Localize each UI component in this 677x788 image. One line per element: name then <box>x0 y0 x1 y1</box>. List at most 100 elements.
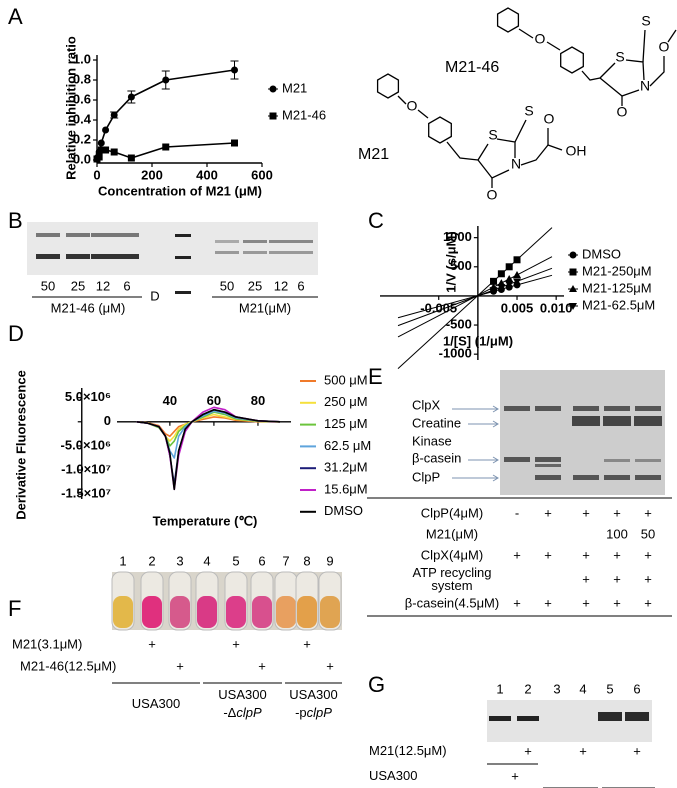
atom: S <box>615 49 624 65</box>
lane-label: 4 <box>579 681 586 696</box>
label-part: -Δ <box>223 705 236 720</box>
label-part: clpP <box>236 705 262 720</box>
x-tick-label: 0 <box>93 167 100 182</box>
bond <box>547 144 563 151</box>
legend-label: 125 μM <box>324 416 368 431</box>
point <box>513 278 522 286</box>
band <box>535 464 561 467</box>
label-part: USA300 <box>218 687 266 702</box>
band <box>535 457 561 462</box>
cell: + <box>644 547 652 562</box>
label-part: M21(12.5μM) <box>369 743 447 758</box>
point <box>513 256 521 264</box>
band <box>598 712 622 721</box>
band <box>115 254 139 259</box>
band-label: Kinase <box>412 433 452 448</box>
ring <box>496 7 520 33</box>
tube-liquid <box>320 596 340 628</box>
band <box>517 716 539 721</box>
panel-label: G <box>368 672 385 697</box>
lane-label: 3 <box>176 553 183 568</box>
cell: 100 <box>606 526 628 541</box>
lane-label: 12 <box>274 278 288 293</box>
band <box>243 240 267 243</box>
band <box>489 716 511 721</box>
tube-liquid <box>276 596 296 628</box>
compound-name: M21-46 <box>445 59 499 76</box>
bond <box>599 62 616 79</box>
legend-marker <box>569 285 577 292</box>
cell: + <box>513 547 521 562</box>
cell: + <box>303 636 311 651</box>
legend-marker <box>569 268 577 276</box>
band-label: Creatine <box>412 415 461 430</box>
panel-label: F <box>8 596 21 621</box>
band <box>115 233 139 237</box>
x-tick-label: 40 <box>163 393 177 408</box>
atom: O <box>617 104 628 120</box>
y-axis-label: Derivative Fluorescence <box>13 370 28 520</box>
lane-label: 12 <box>96 278 110 293</box>
atom: O <box>407 98 418 114</box>
y-tick-label: 0.2 <box>73 131 91 146</box>
bond <box>599 77 640 97</box>
y-tick-label: 0.6 <box>73 91 91 106</box>
legend-label: M21-125μM <box>582 280 652 295</box>
lane-label: 8 <box>303 553 310 568</box>
legend-label: DMSO <box>324 503 363 518</box>
cell: + <box>644 595 652 610</box>
cell: + <box>524 743 532 758</box>
band <box>289 240 313 243</box>
legend-label: 31.2μM <box>324 460 368 475</box>
y-tick-label: -5.0×10⁶ <box>61 437 111 452</box>
point <box>102 126 110 134</box>
cell: + <box>544 595 552 610</box>
bond <box>417 109 429 119</box>
band <box>289 251 313 254</box>
group-label: -pclpP <box>295 705 332 720</box>
lane-label: 1 <box>496 681 503 696</box>
group-label: M21(μM) <box>239 300 291 315</box>
point <box>162 143 170 151</box>
cell: + <box>582 571 590 586</box>
cell: + <box>613 571 621 586</box>
x-tick-label: 0.010 <box>540 300 573 315</box>
arrow <box>452 405 499 413</box>
lane-label: 6 <box>633 681 640 696</box>
atom: O <box>487 187 498 203</box>
cell: + <box>613 505 621 520</box>
legend-label: DMSO <box>582 246 621 261</box>
row-label: ClpX(4μM) <box>421 547 483 562</box>
lane-label: 5 <box>232 553 239 568</box>
cell: - <box>515 505 519 520</box>
atom: S <box>524 103 533 119</box>
bond <box>649 56 665 87</box>
y-tick-label: 0.8 <box>73 71 91 86</box>
legend-label: M21-62.5μM <box>582 297 655 312</box>
atom: O <box>535 31 546 47</box>
gel-image <box>487 700 652 742</box>
legend-label: M21-250μM <box>582 263 652 278</box>
lane-label: 6 <box>123 278 130 293</box>
lane-label: 6 <box>258 553 265 568</box>
bond <box>520 144 549 166</box>
point <box>127 93 135 101</box>
tube-liquid <box>197 596 217 628</box>
tube-liquid <box>297 596 317 628</box>
lane-label: 1 <box>119 553 126 568</box>
point <box>513 270 522 278</box>
band <box>175 256 191 259</box>
band <box>504 457 530 462</box>
cell: + <box>258 658 266 673</box>
group-label: USA300 <box>289 687 337 702</box>
band <box>535 475 561 480</box>
y-tick-label: 1000 <box>443 229 472 244</box>
band <box>504 406 530 411</box>
point <box>102 146 110 154</box>
legend-label: M21 <box>282 80 307 95</box>
lane-label: 50 <box>41 278 55 293</box>
cell: + <box>613 595 621 610</box>
band <box>215 251 239 254</box>
point <box>505 275 514 283</box>
